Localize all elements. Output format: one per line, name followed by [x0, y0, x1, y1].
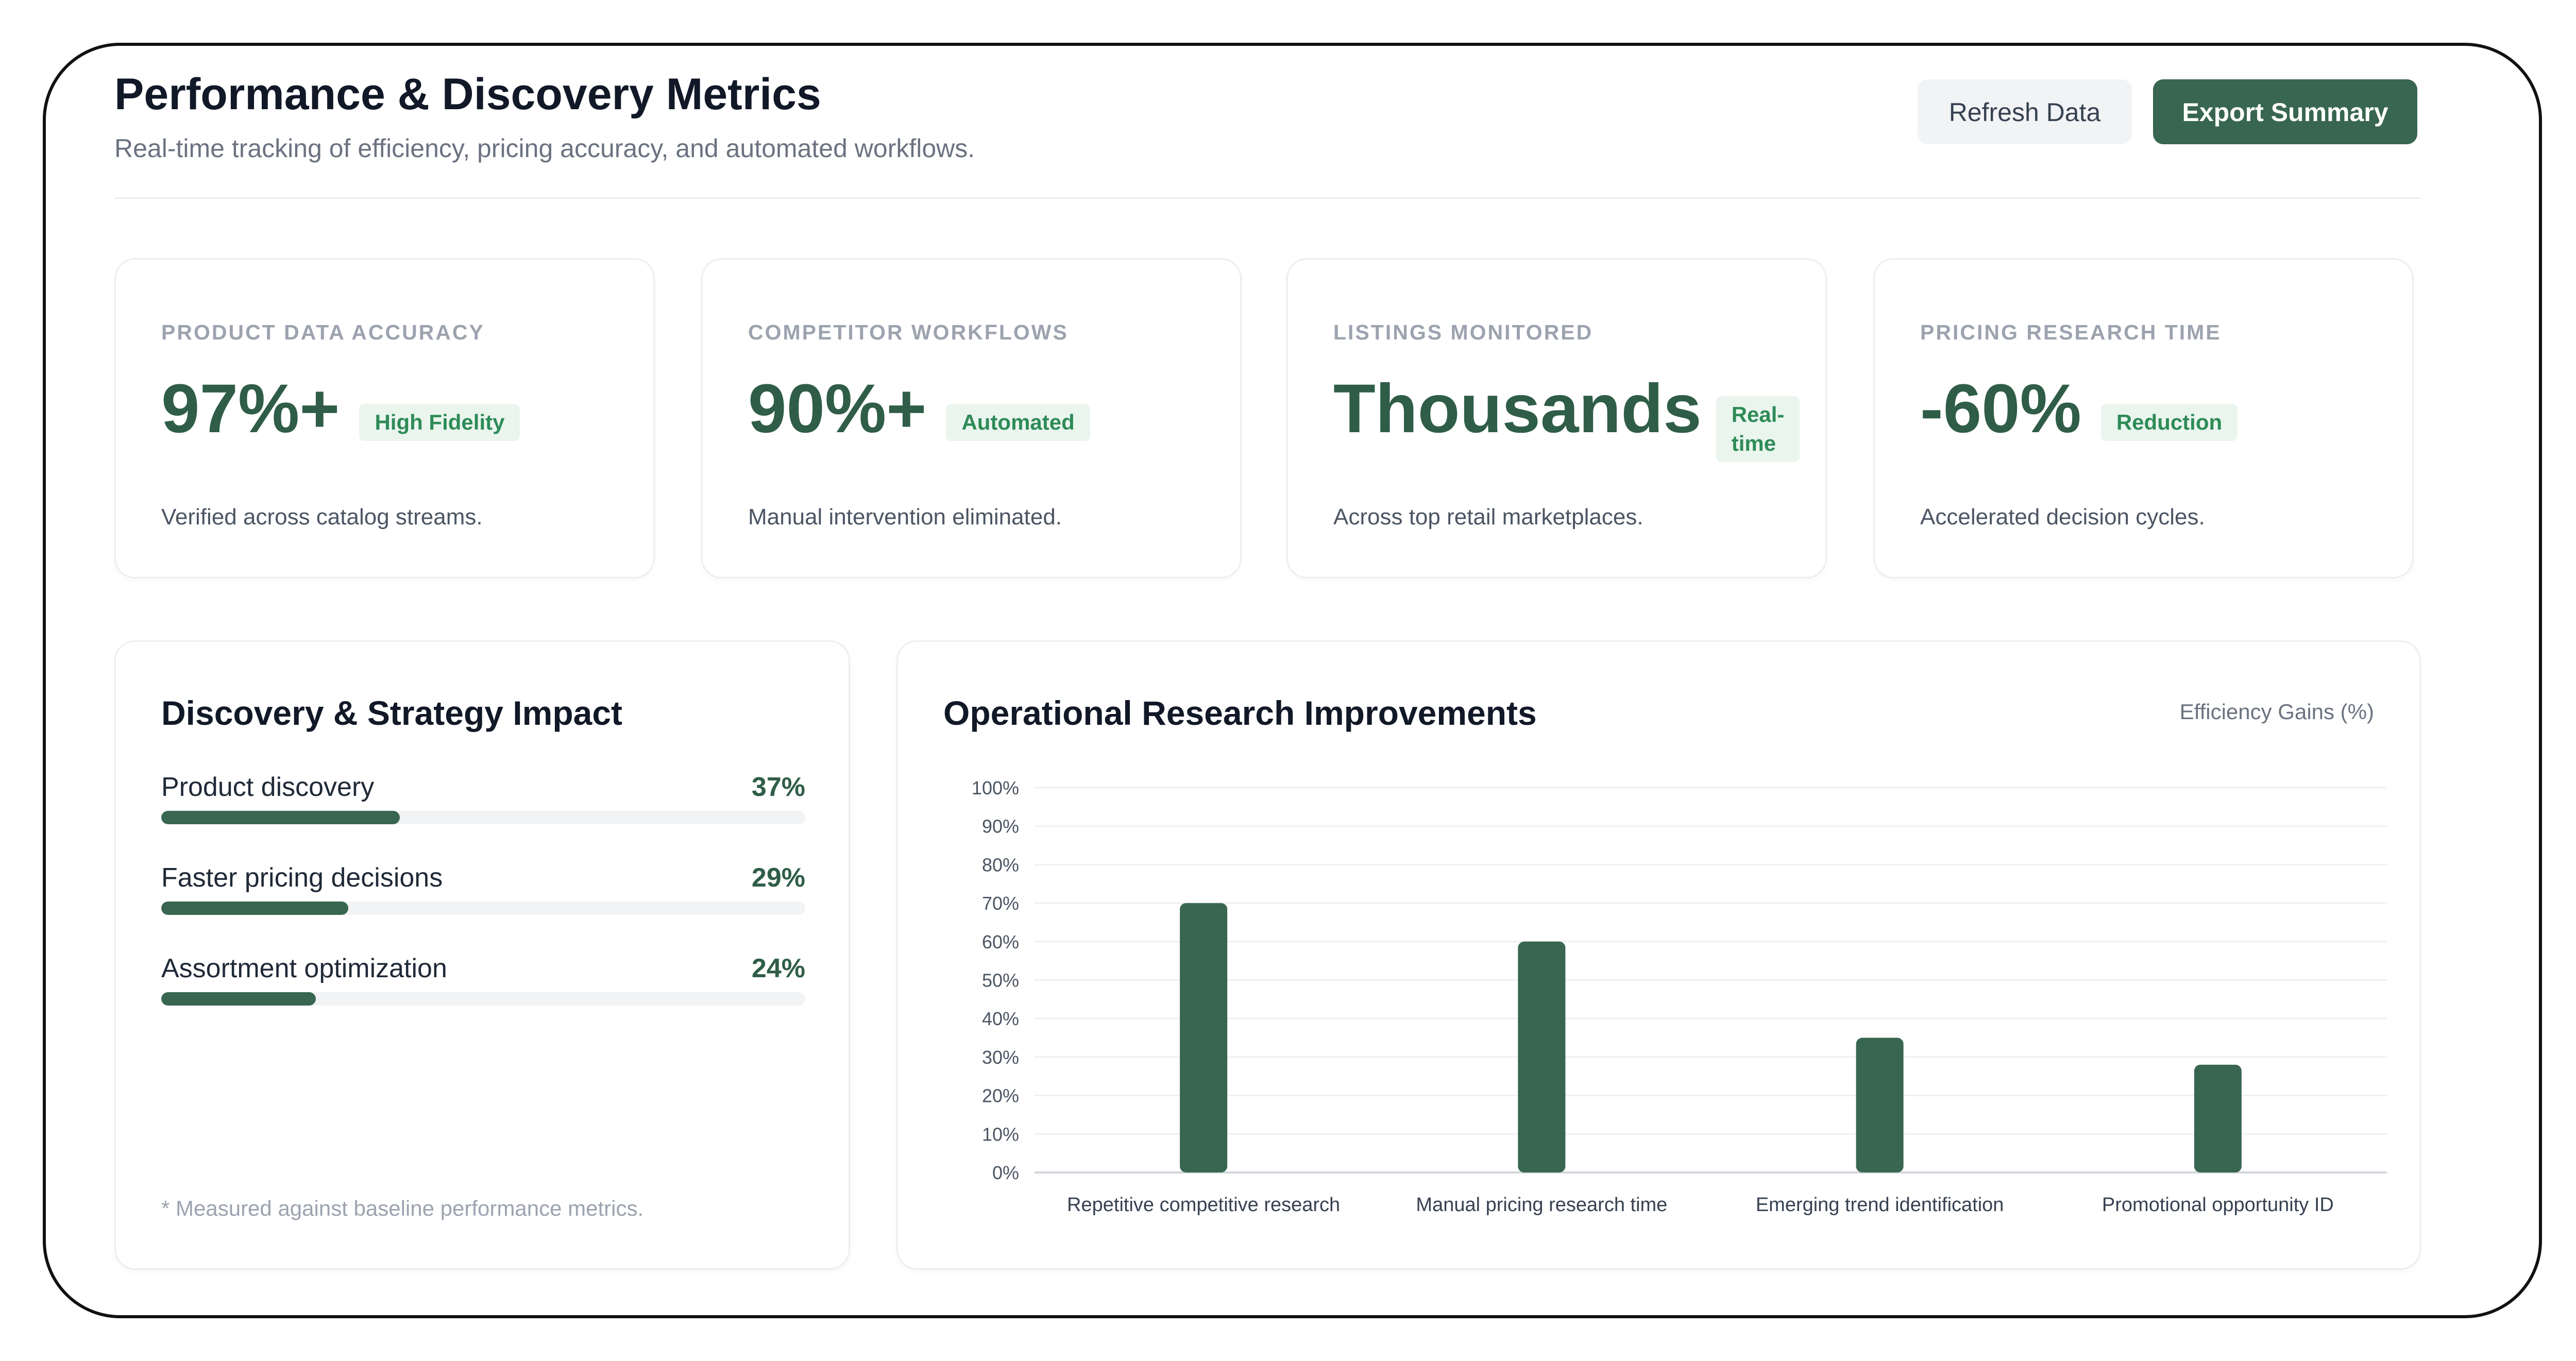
operational-improvements-panel: Operational Research Improvements Effici… [896, 640, 2421, 1270]
y-tick-label: 10% [982, 1124, 1019, 1145]
progress-track [161, 992, 805, 1006]
kpi-description: Manual intervention eliminated. [748, 504, 1062, 530]
bar[interactable] [1856, 1037, 1904, 1172]
y-tick-label: 20% [982, 1085, 1019, 1107]
x-tick-label: Repetitive competitive research [1067, 1194, 1340, 1216]
y-tick-label: 0% [992, 1162, 1019, 1183]
y-tick-label: 90% [982, 816, 1019, 837]
export-summary-button[interactable]: Export Summary [2153, 79, 2417, 144]
kpi-badge: Real- time [1716, 396, 1800, 462]
kpi-card-pricing-time: PRICING RESEARCH TIME -60% Reduction Acc… [1873, 258, 2414, 579]
x-tick-label: Manual pricing research time [1416, 1194, 1667, 1216]
kpi-description: Accelerated decision cycles. [1920, 504, 2205, 530]
progress-item: Product discovery 37% [161, 771, 805, 824]
page-title: Performance & Discovery Metrics [114, 70, 821, 119]
footnote: * Measured against baseline performance … [161, 1196, 644, 1220]
y-tick-label: 30% [982, 1047, 1019, 1068]
kpi-description: Across top retail marketplaces. [1333, 504, 1643, 530]
kpi-value: 90%+ [748, 370, 927, 447]
chart-unit-label: Efficiency Gains (%) [2179, 700, 2374, 724]
progress-label: Assortment optimization [161, 954, 447, 983]
kpi-label: COMPETITOR WORKFLOWS [748, 320, 1069, 344]
y-tick-label: 50% [982, 970, 1019, 991]
page-subtitle: Real-time tracking of efficiency, pricin… [114, 134, 975, 163]
kpi-description: Verified across catalog streams. [161, 504, 483, 530]
kpi-label: PRICING RESEARCH TIME [1920, 320, 2222, 344]
bar-chart: 0% 10% 20% 30% 40% 50% 60% 70% 80% 90% 100% Repetit… [972, 777, 2387, 1216]
bar[interactable] [1180, 903, 1228, 1172]
kpi-card-accuracy: PRODUCT DATA ACCURACY 97%+ High Fidelity… [114, 258, 655, 579]
progress-fill [161, 901, 348, 915]
page-header: Performance & Discovery Metrics Real-tim… [114, 66, 2421, 199]
kpi-label: LISTINGS MONITORED [1333, 320, 1594, 344]
kpi-badge: High Fidelity [359, 404, 520, 441]
progress-fill [161, 811, 400, 824]
progress-percent: 29% [751, 863, 805, 893]
bar[interactable] [2194, 1064, 2242, 1172]
panel-title: Operational Research Improvements [943, 694, 1537, 732]
panel-title: Discovery & Strategy Impact [161, 694, 623, 732]
bar[interactable] [1518, 941, 1566, 1172]
x-tick-label: Emerging trend identification [1756, 1194, 2004, 1216]
refresh-data-button[interactable]: Refresh Data [1918, 79, 2132, 144]
kpi-card-listings: LISTINGS MONITORED Thousands Real- time … [1286, 258, 1827, 579]
y-tick-label: 100% [972, 777, 1019, 798]
y-tick-label: 80% [982, 854, 1019, 875]
progress-fill [161, 992, 316, 1006]
y-tick-label: 60% [982, 931, 1019, 952]
kpi-value: 97%+ [161, 370, 340, 447]
kpi-badge: Reduction [2100, 404, 2238, 441]
kpi-badge-line: time [1731, 431, 1776, 455]
y-tick-label: 70% [982, 893, 1019, 914]
kpi-value: Thousands [1333, 370, 1702, 447]
progress-track [161, 811, 805, 824]
y-tick-label: 40% [982, 1008, 1019, 1029]
progress-item: Faster pricing decisions 29% [161, 861, 805, 915]
kpi-badge-line: Real- [1731, 402, 1785, 427]
discovery-impact-panel: Discovery & Strategy Impact Product disc… [114, 640, 850, 1270]
kpi-value: -60% [1920, 370, 2081, 447]
progress-label: Product discovery [161, 772, 375, 802]
progress-percent: 37% [751, 772, 805, 802]
kpi-badge: Automated [946, 404, 1090, 441]
progress-track [161, 901, 805, 915]
progress-item: Assortment optimization 24% [161, 952, 805, 1006]
progress-percent: 24% [751, 954, 805, 983]
x-tick-label: Promotional opportunity ID [2102, 1194, 2334, 1216]
kpi-label: PRODUCT DATA ACCURACY [161, 320, 485, 344]
progress-label: Faster pricing decisions [161, 863, 443, 893]
kpi-card-workflows: COMPETITOR WORKFLOWS 90%+ Automated Manu… [701, 258, 1242, 579]
